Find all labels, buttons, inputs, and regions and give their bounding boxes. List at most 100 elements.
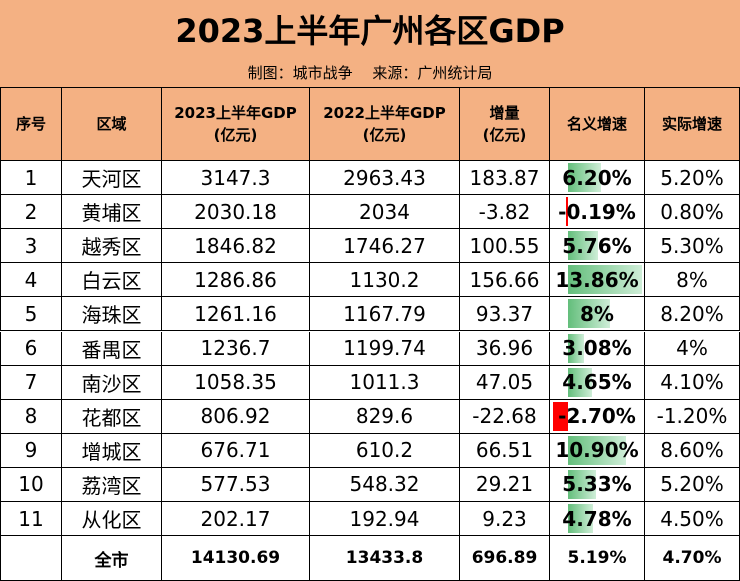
cell-text: 1846.82	[194, 233, 277, 258]
total-cell: 4.70%	[645, 536, 740, 581]
total-cell: 696.89	[460, 536, 550, 581]
table-cell: 4%	[645, 331, 740, 366]
data-bar	[567, 163, 601, 193]
growth-label: 4.65%	[562, 370, 632, 395]
table-cell: 1746.27	[310, 229, 460, 264]
cell-text: 8.60%	[660, 438, 724, 463]
total-text: 全市	[94, 550, 129, 571]
table-cell: 192.94	[310, 502, 460, 537]
data-bar	[567, 231, 599, 261]
table-cell: -1.20%	[645, 399, 740, 434]
table-cell: 4	[0, 263, 62, 298]
table-cell: -3.82	[460, 195, 550, 230]
table-cell: 11	[0, 502, 62, 537]
header-text: (亿元)	[213, 126, 258, 144]
header-text: 名义增速	[566, 115, 627, 133]
cell-text: 183.87	[469, 165, 540, 190]
title: 2023上半年广州各区GDP	[0, 0, 740, 58]
data-bar	[567, 435, 627, 465]
table-cell	[0, 536, 62, 581]
table-cell: 2034	[310, 195, 460, 230]
cell-text: 1058.35	[194, 370, 277, 395]
table-cell: 9.23	[460, 502, 550, 537]
table-cell: 5.20%	[645, 467, 740, 502]
cell-text: 1011.3	[349, 370, 420, 395]
table-cell: 577.53	[162, 467, 310, 502]
cell-text: 2030.18	[194, 199, 277, 224]
header-text: 实际增速	[661, 115, 722, 133]
total-text: 14130.69	[190, 548, 281, 569]
table-cell: 676.71	[162, 433, 310, 468]
growth-cell: 8%	[550, 297, 645, 332]
cell-text: 越秀区	[81, 235, 142, 260]
table-cell: 8%	[645, 263, 740, 298]
header-cell: 增量 (亿元)	[460, 88, 550, 161]
cell-text: 海珠区	[81, 303, 142, 328]
table-cell: 829.6	[310, 399, 460, 434]
cell-text: 3	[24, 233, 38, 258]
table-cell: 4.50%	[645, 502, 740, 537]
header-text: 2023上半年GDP	[174, 104, 297, 122]
table-cell: 越秀区	[62, 229, 162, 264]
cell-text: 黄埔区	[81, 201, 142, 226]
table-cell: 93.37	[460, 297, 550, 332]
cell-text: 1746.27	[343, 233, 426, 258]
table-cell: 黄埔区	[62, 195, 162, 230]
growth-label: 10.90%	[555, 438, 639, 463]
table-cell: 南沙区	[62, 365, 162, 400]
table-cell: 1286.86	[162, 263, 310, 298]
cell-text: 202.17	[200, 506, 271, 531]
header-cell: 名义增速	[550, 88, 645, 161]
cell-text: 0.80%	[660, 199, 724, 224]
cell-text: 7	[24, 370, 38, 395]
cell-text: 4%	[676, 336, 708, 361]
cell-text: 3147.3	[200, 165, 271, 190]
table-cell: 8.20%	[645, 297, 740, 332]
table-cell: 1011.3	[310, 365, 460, 400]
cell-text: 806.92	[200, 404, 271, 429]
table-cell: 0.80%	[645, 195, 740, 230]
table-cell: 4.10%	[645, 365, 740, 400]
total-text: 13433.8	[345, 548, 424, 569]
table-cell: 白云区	[62, 263, 162, 298]
growth-cell: 3.08%	[550, 331, 645, 366]
total-cell: 14130.69	[162, 536, 310, 581]
table-cell: 1236.7	[162, 331, 310, 366]
header-cell: 序号	[0, 88, 62, 161]
growth-cell: 4.78%	[550, 502, 645, 537]
table-cell: -22.68	[460, 399, 550, 434]
table-cell: 10	[0, 467, 62, 502]
cell-text: 白云区	[81, 269, 142, 294]
table-cell: 番禺区	[62, 331, 162, 366]
growth-label: 13.86%	[555, 267, 639, 292]
subtitle: 制图：城市战争 来源：广州统计局	[0, 58, 740, 88]
table-cell: 183.87	[460, 161, 550, 196]
cell-text: 10	[18, 472, 44, 497]
growth-label: 6.20%	[562, 165, 632, 190]
header-cell: 2022上半年GDP (亿元)	[310, 88, 460, 161]
data-bar	[567, 367, 593, 397]
cell-text: 4	[24, 267, 38, 292]
cell-text: 29.21	[475, 472, 534, 497]
table-cell: 1261.16	[162, 297, 310, 332]
table-cell: 610.2	[310, 433, 460, 468]
cell-text: 从化区	[81, 508, 142, 533]
table-cell: 5	[0, 297, 62, 332]
table-cell: 8	[0, 399, 62, 434]
cell-text: 9.23	[482, 506, 527, 531]
growth-label: 4.78%	[562, 506, 632, 531]
cell-text: 6	[24, 336, 38, 361]
cell-text: 4.50%	[660, 506, 724, 531]
cell-text: 2034	[359, 199, 410, 224]
cell-text: 1	[24, 165, 38, 190]
growth-label: -2.70%	[558, 404, 636, 429]
cell-text: -22.68	[472, 404, 537, 429]
cell-text: 610.2	[355, 438, 414, 463]
growth-cell: -0.19%	[550, 195, 645, 230]
table-cell: 66.51	[460, 433, 550, 468]
cell-text: 5.30%	[660, 233, 724, 258]
table-cell: 1	[0, 161, 62, 196]
table-cell: 100.55	[460, 229, 550, 264]
header-text: 2022上半年GDP	[323, 104, 446, 122]
cell-text: 156.66	[469, 267, 540, 292]
